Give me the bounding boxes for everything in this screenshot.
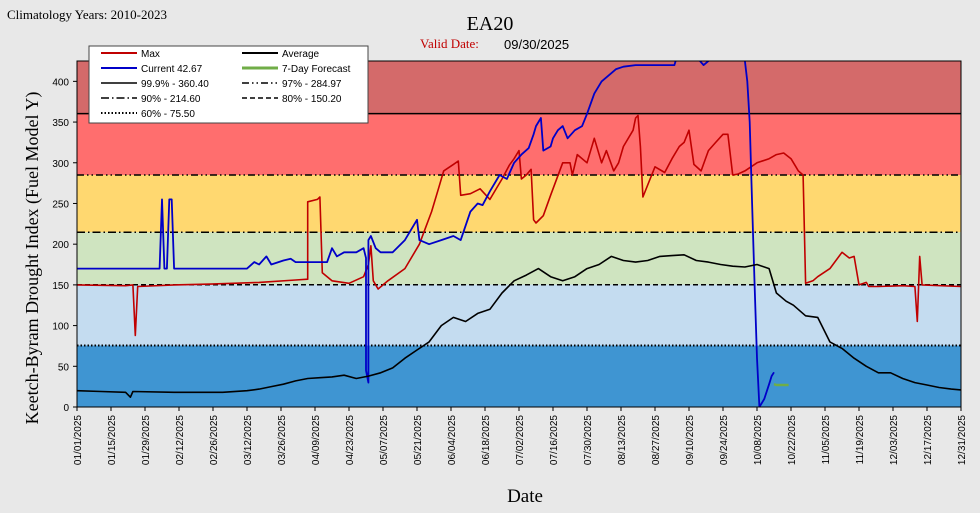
- series-forecast-line: [773, 383, 789, 387]
- chart-title: EA20: [467, 13, 514, 35]
- climatology-years: Climatology Years: 2010-2023: [7, 7, 167, 22]
- x-tick-label: 07/02/2025: [515, 415, 526, 465]
- x-tick-label: 06/04/2025: [447, 415, 458, 465]
- x-tick-label: 05/07/2025: [379, 415, 390, 465]
- band-below-60: [77, 345, 961, 407]
- legend-average-text: Average: [282, 49, 320, 60]
- x-tick-label: 07/16/2025: [549, 415, 560, 465]
- x-tick-label: 12/17/2025: [923, 415, 934, 465]
- valid-date-label: Valid Date:: [420, 36, 479, 51]
- x-tick-label: 05/21/2025: [413, 415, 424, 465]
- y-tick-label: 300: [52, 159, 69, 170]
- series-current-line: [77, 61, 775, 407]
- x-tick-label: 06/18/2025: [481, 415, 492, 465]
- percentile-bands: [77, 61, 961, 407]
- x-tick-label: 08/27/2025: [651, 415, 662, 465]
- x-tick-label: 11/05/2025: [821, 415, 832, 465]
- x-tick-label: 04/23/2025: [345, 415, 356, 465]
- y-axis-ticks: 0 50 100 150 200 250 300 350 400: [52, 77, 77, 414]
- legend-p97-text: 97% - 284.97: [282, 79, 342, 90]
- series-average-line: [77, 254, 961, 398]
- x-tick-label: 01/29/2025: [141, 415, 152, 465]
- y-tick-label: 350: [52, 118, 69, 129]
- y-tick-label: 150: [52, 281, 69, 292]
- x-tick-label: 09/24/2025: [719, 415, 730, 465]
- y-tick-label: 50: [58, 362, 70, 373]
- legend-p80-text: 80% - 150.20: [282, 94, 342, 105]
- legend-max-text: Max: [141, 49, 160, 60]
- band-90-97: [77, 175, 961, 233]
- data-series: [77, 61, 961, 407]
- band-60-80: [77, 284, 961, 346]
- legend-p90-text: 90% - 214.60: [141, 94, 201, 105]
- band-97-999: [77, 113, 961, 176]
- y-tick-label: 100: [52, 322, 69, 333]
- valid-date-value: 09/30/2025: [504, 37, 569, 52]
- legend-box: [88, 45, 369, 124]
- x-tick-label: 01/01/2025: [73, 415, 84, 465]
- x-tick-label: 10/22/2025: [787, 415, 798, 465]
- x-tick-label: 09/10/2025: [685, 415, 696, 465]
- legend-forecast-text: 7-Day Forecast: [282, 64, 351, 75]
- legend-p60-text: 60% - 75.50: [141, 109, 195, 120]
- x-tick-label: 08/13/2025: [617, 415, 628, 465]
- x-tick-label: 03/26/2025: [277, 415, 288, 465]
- x-tick-label: 03/12/2025: [243, 415, 254, 465]
- y-tick-label: 400: [52, 77, 69, 88]
- x-tick-label: 02/12/2025: [175, 415, 186, 465]
- x-tick-label: 11/19/2025: [855, 415, 866, 465]
- y-tick-label: 250: [52, 199, 69, 210]
- y-axis-label: Keetch-Byram Drought Index (Fuel Model Y…: [22, 92, 43, 425]
- x-tick-label: 10/08/2025: [753, 415, 764, 465]
- x-axis-label: Date: [507, 486, 543, 507]
- y-tick-label: 200: [52, 240, 69, 251]
- legend-current-text: Current 42.67: [141, 64, 203, 75]
- x-tick-label: 12/31/2025: [957, 415, 968, 465]
- x-tick-label: 04/09/2025: [311, 415, 322, 465]
- legend: Max Average Current 42.67 7-Day Forecast…: [88, 45, 369, 124]
- x-tick-label: 02/26/2025: [209, 415, 220, 465]
- x-tick-label: 01/15/2025: [107, 415, 118, 465]
- y-tick-label: 0: [63, 403, 69, 414]
- band-80-90: [77, 232, 961, 285]
- legend-p999-text: 99.9% - 360.40: [141, 79, 209, 90]
- x-tick-label: 12/03/2025: [889, 415, 900, 465]
- x-axis-ticks: 01/01/2025 01/15/2025 01/29/2025 02/12/2025…: [73, 407, 968, 465]
- x-tick-label: 07/30/2025: [583, 415, 594, 465]
